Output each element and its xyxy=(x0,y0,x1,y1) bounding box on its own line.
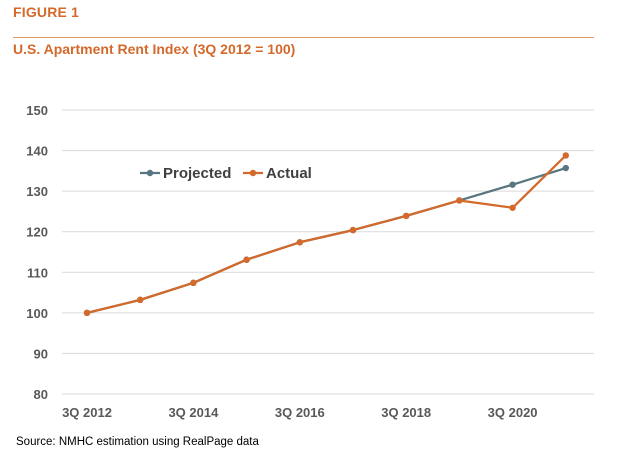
actual-point xyxy=(562,152,569,159)
actual-point xyxy=(190,279,197,287)
actual-point xyxy=(403,212,410,220)
actual-point xyxy=(243,256,250,263)
x-axis-ticks: 3Q 2012 3Q 2014 3Q 2016 3Q 2018 3Q 2020 xyxy=(62,405,537,420)
source-note: Source: NMHC estimation using RealPage d… xyxy=(16,436,259,448)
y-tick-label: 140 xyxy=(26,144,48,159)
header-divider xyxy=(13,37,594,38)
projected-point xyxy=(509,181,516,188)
actual-point xyxy=(456,197,463,204)
y-tick-label: 130 xyxy=(26,184,48,199)
y-tick-label: 150 xyxy=(26,103,48,118)
projected-line xyxy=(86,166,567,314)
legend-actual-label: Actual xyxy=(266,165,312,182)
y-axis-ticks: 80 90 100 110 120 130 140 150 xyxy=(26,103,48,402)
gridlines xyxy=(62,109,594,395)
actual-point xyxy=(349,226,357,234)
legend-item-actual: Actual xyxy=(243,165,312,182)
series-projected xyxy=(83,164,569,317)
y-tick-label: 80 xyxy=(34,387,48,402)
legend-actual-marker xyxy=(249,169,257,177)
x-tick-label: 3Q 2018 xyxy=(381,405,431,420)
x-tick-label: 3Q 2014 xyxy=(168,405,219,420)
projected-point xyxy=(562,164,569,172)
actual-point xyxy=(137,296,144,304)
figure-label: FIGURE 1 xyxy=(13,4,80,20)
legend-projected-marker xyxy=(146,169,154,177)
series-actual xyxy=(83,152,569,317)
y-tick-label: 90 xyxy=(34,346,48,361)
legend-item-projected: Projected xyxy=(140,165,231,182)
y-tick-label: 110 xyxy=(27,265,48,280)
x-tick-label: 3Q 2020 xyxy=(488,405,538,420)
x-tick-label: 3Q 2016 xyxy=(275,405,325,420)
x-tick-label: 3Q 2012 xyxy=(62,405,112,420)
legend-projected-label: Projected xyxy=(163,165,231,182)
chart-title: U.S. Apartment Rent Index (3Q 2012 = 100… xyxy=(13,41,296,57)
actual-line xyxy=(86,154,567,314)
legend: Projected Actual xyxy=(140,165,312,182)
y-tick-label: 120 xyxy=(26,225,48,240)
y-tick-label: 100 xyxy=(26,306,48,321)
series-group xyxy=(83,152,569,317)
actual-point xyxy=(296,239,303,246)
actual-point xyxy=(83,309,91,317)
actual-point xyxy=(509,204,516,211)
